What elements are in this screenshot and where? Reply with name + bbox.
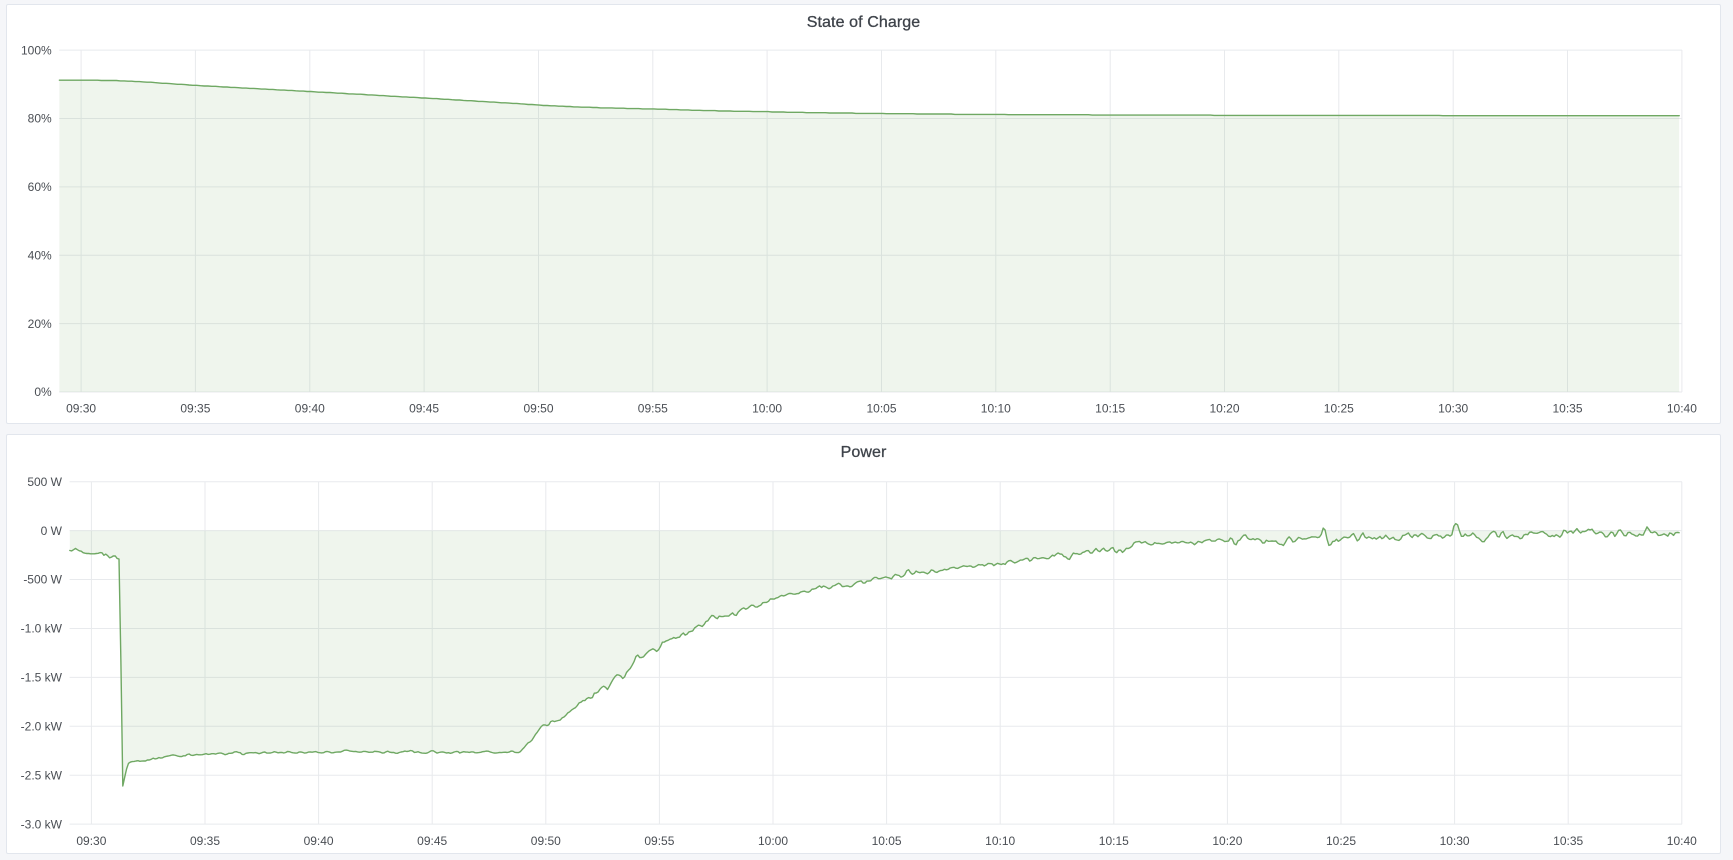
svg-text:10:30: 10:30 (1438, 402, 1468, 416)
svg-text:20%: 20% (28, 317, 52, 331)
svg-text:09:35: 09:35 (180, 402, 210, 416)
svg-text:09:50: 09:50 (531, 834, 561, 848)
svg-text:-2.5 kW: -2.5 kW (21, 768, 63, 782)
svg-text:40%: 40% (28, 248, 52, 262)
svg-text:10:40: 10:40 (1667, 834, 1697, 848)
svg-text:0%: 0% (34, 385, 52, 399)
svg-text:60%: 60% (28, 180, 52, 194)
svg-text:10:25: 10:25 (1324, 402, 1354, 416)
svg-text:09:35: 09:35 (190, 834, 220, 848)
svg-text:10:20: 10:20 (1212, 834, 1242, 848)
svg-text:10:10: 10:10 (981, 402, 1011, 416)
svg-text:-1.5 kW: -1.5 kW (21, 671, 63, 685)
svg-text:10:05: 10:05 (866, 402, 896, 416)
svg-text:09:45: 09:45 (409, 402, 439, 416)
svg-text:10:05: 10:05 (872, 834, 902, 848)
svg-text:10:40: 10:40 (1667, 402, 1697, 416)
svg-text:10:30: 10:30 (1440, 834, 1470, 848)
svg-text:09:50: 09:50 (523, 402, 553, 416)
svg-text:80%: 80% (28, 112, 52, 126)
svg-text:10:20: 10:20 (1209, 402, 1239, 416)
svg-text:100%: 100% (21, 43, 52, 57)
svg-text:09:45: 09:45 (417, 834, 447, 848)
svg-text:-3.0 kW: -3.0 kW (21, 817, 63, 831)
svg-text:-1.0 kW: -1.0 kW (21, 622, 63, 636)
svg-text:-500 W: -500 W (23, 573, 62, 587)
svg-text:10:10: 10:10 (985, 834, 1015, 848)
svg-text:0 W: 0 W (41, 524, 63, 538)
svg-text:10:15: 10:15 (1099, 834, 1129, 848)
svg-text:10:35: 10:35 (1553, 834, 1583, 848)
svg-text:10:25: 10:25 (1326, 834, 1356, 848)
svg-text:-2.0 kW: -2.0 kW (21, 720, 63, 734)
svg-text:09:40: 09:40 (304, 834, 334, 848)
svg-text:09:30: 09:30 (76, 834, 106, 848)
svg-text:10:15: 10:15 (1095, 402, 1125, 416)
svg-text:500 W: 500 W (27, 475, 62, 489)
svg-text:09:30: 09:30 (66, 402, 96, 416)
svg-text:10:35: 10:35 (1552, 402, 1582, 416)
svg-text:09:40: 09:40 (295, 402, 325, 416)
svg-text:09:55: 09:55 (638, 402, 668, 416)
svg-text:09:55: 09:55 (644, 834, 674, 848)
svg-text:10:00: 10:00 (752, 402, 782, 416)
svg-text:10:00: 10:00 (758, 834, 788, 848)
